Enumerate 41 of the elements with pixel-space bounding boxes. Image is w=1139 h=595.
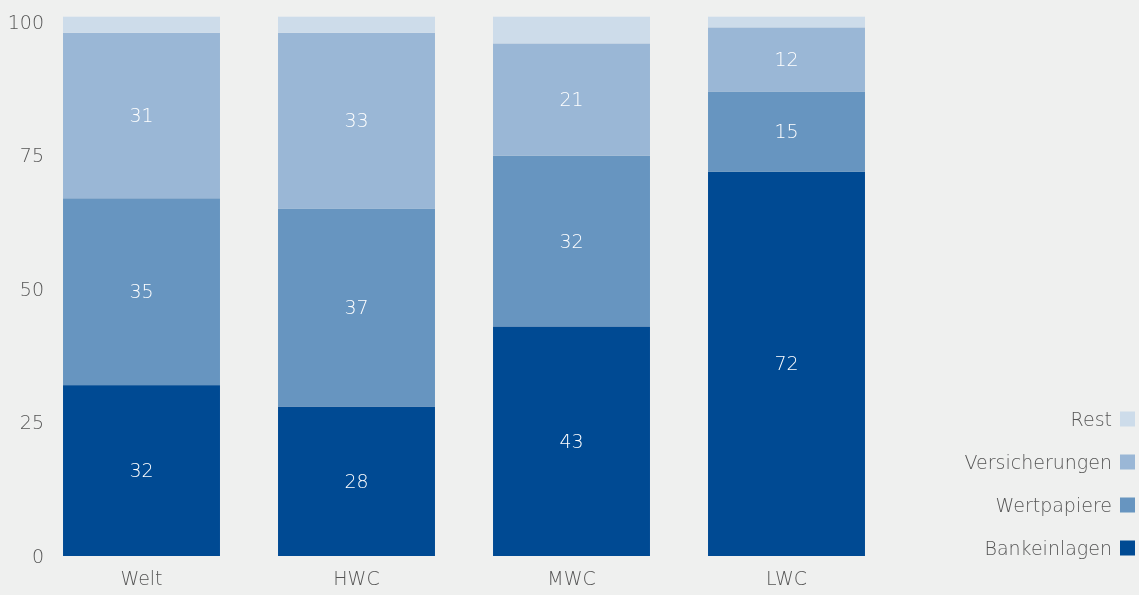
x-tick-label: LWC [766, 567, 807, 590]
bar [278, 208, 435, 407]
x-tick-label: MWC [547, 567, 596, 590]
data-label: 28 [344, 469, 369, 492]
data-label: 37 [344, 296, 369, 319]
bar [493, 326, 650, 556]
bar [278, 32, 435, 209]
bar [708, 171, 865, 556]
bar [493, 155, 650, 327]
data-label: 15 [774, 120, 799, 143]
data-label: 35 [129, 280, 154, 303]
data-label: 33 [344, 109, 369, 132]
bar [63, 198, 220, 386]
bar [63, 16, 220, 33]
x-tick-label: HWC [333, 567, 380, 590]
bar [278, 16, 435, 33]
data-label: 31 [129, 104, 154, 127]
data-label: 72 [774, 352, 799, 375]
data-label: 43 [559, 429, 584, 452]
y-tick-label: 75 [19, 144, 44, 167]
bar [63, 32, 220, 199]
legend-label: Bankeinlagen [984, 536, 1112, 559]
data-label: 12 [774, 48, 799, 71]
legend-label: Wertpapiere [995, 493, 1112, 516]
x-tick-label: Welt [120, 567, 163, 590]
legend-label: Rest [1070, 407, 1112, 430]
y-tick-label: 0 [31, 544, 44, 567]
bar [278, 406, 435, 556]
legend-label: Versicherungen [964, 450, 1112, 473]
bar [708, 91, 865, 172]
bar [493, 43, 650, 156]
data-label: 21 [559, 88, 584, 111]
bar [708, 27, 865, 92]
y-tick-label: 25 [19, 411, 44, 434]
data-label: 32 [129, 459, 154, 482]
y-tick-label: 100 [7, 10, 44, 33]
data-label: 32 [559, 229, 584, 252]
bar [708, 16, 865, 28]
y-tick-label: 50 [19, 277, 44, 300]
bar [493, 16, 650, 44]
bar [63, 385, 220, 556]
